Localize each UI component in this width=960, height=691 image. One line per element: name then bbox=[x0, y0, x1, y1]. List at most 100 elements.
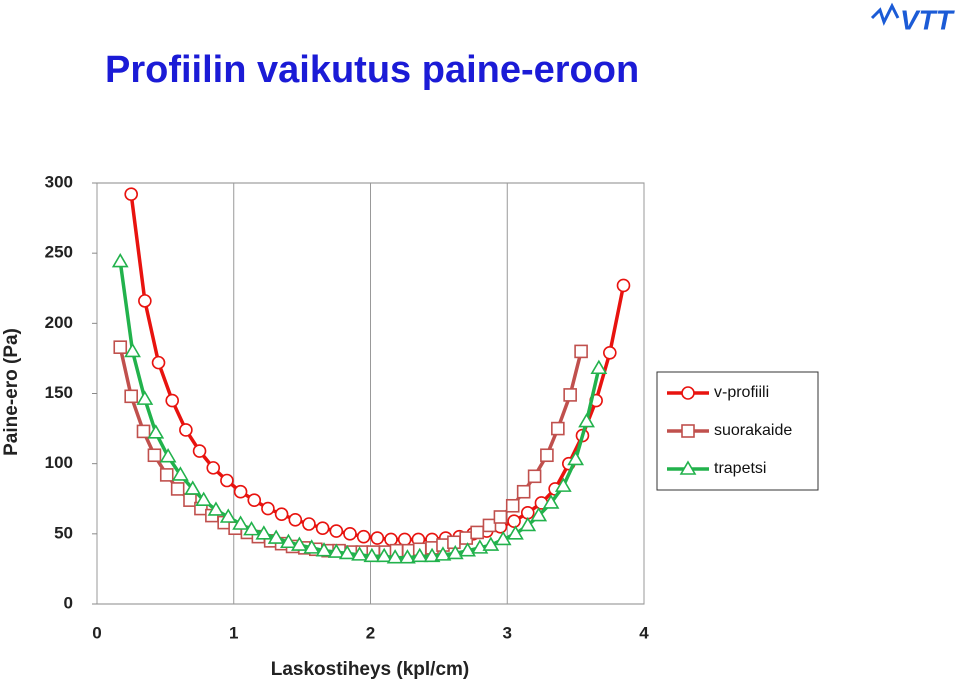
marker bbox=[255, 525, 273, 540]
marker bbox=[274, 507, 289, 521]
marker bbox=[207, 501, 225, 516]
marker bbox=[303, 539, 321, 554]
y-tick-label: 200 bbox=[45, 313, 73, 332]
marker bbox=[356, 529, 371, 544]
series bbox=[111, 252, 608, 564]
marker bbox=[681, 424, 695, 438]
legend: v-profiili suorakaide trapetsi bbox=[656, 371, 819, 491]
marker bbox=[124, 342, 141, 358]
logo-wave bbox=[870, 2, 900, 26]
marker bbox=[136, 390, 154, 405]
marker bbox=[147, 448, 162, 463]
marker bbox=[315, 521, 330, 536]
logo: VTT bbox=[870, 2, 956, 35]
marker bbox=[482, 536, 500, 551]
marker bbox=[159, 448, 177, 463]
marker bbox=[343, 527, 357, 541]
marker bbox=[327, 543, 345, 558]
marker bbox=[603, 346, 617, 360]
marker bbox=[159, 468, 174, 482]
marker bbox=[170, 482, 185, 496]
x-tick-label: 1 bbox=[229, 623, 238, 642]
marker bbox=[370, 531, 385, 545]
legend-label: trapetsi bbox=[714, 460, 766, 477]
marker bbox=[507, 525, 524, 540]
marker bbox=[220, 473, 234, 488]
x-tick-label: 4 bbox=[639, 623, 649, 642]
marker bbox=[302, 517, 316, 531]
marker bbox=[399, 549, 416, 564]
marker bbox=[411, 547, 429, 563]
marker bbox=[206, 461, 221, 475]
y-tick-label: 300 bbox=[45, 172, 73, 191]
marker bbox=[542, 494, 560, 509]
marker bbox=[551, 421, 565, 436]
marker bbox=[530, 507, 548, 522]
marker bbox=[136, 424, 151, 439]
marker bbox=[290, 536, 308, 551]
marker bbox=[386, 549, 404, 564]
marker bbox=[195, 491, 213, 506]
y-tick-label: 150 bbox=[45, 383, 73, 402]
marker bbox=[261, 501, 275, 516]
y-axis-label: Paine-ero (Pa) bbox=[1, 328, 22, 456]
marker bbox=[151, 355, 166, 370]
marker bbox=[124, 389, 138, 404]
y-tick-label: 250 bbox=[45, 243, 73, 262]
y-tick-label: 100 bbox=[45, 453, 73, 472]
marker bbox=[563, 388, 577, 402]
marker bbox=[113, 340, 128, 354]
marker bbox=[527, 469, 542, 484]
marker bbox=[505, 498, 520, 513]
marker bbox=[219, 508, 237, 523]
marker bbox=[184, 480, 202, 495]
marker bbox=[179, 423, 193, 437]
marker bbox=[363, 547, 381, 563]
marker bbox=[567, 450, 585, 466]
marker bbox=[172, 466, 189, 481]
marker bbox=[423, 547, 441, 563]
marker bbox=[447, 535, 461, 550]
marker bbox=[288, 512, 303, 527]
legend-label: v-profiili bbox=[714, 384, 769, 401]
marker bbox=[470, 525, 484, 540]
marker bbox=[494, 530, 512, 546]
marker bbox=[351, 546, 368, 561]
x-tick-label: 3 bbox=[503, 623, 512, 642]
legend-label: suorakaide bbox=[714, 422, 792, 439]
marker bbox=[280, 533, 297, 549]
x-axis-label: Laskostiheys (kpl/cm) bbox=[271, 659, 470, 680]
marker bbox=[679, 460, 697, 475]
marker bbox=[493, 510, 508, 524]
marker bbox=[574, 344, 588, 359]
marker bbox=[138, 294, 152, 308]
marker bbox=[192, 444, 207, 458]
marker bbox=[384, 532, 398, 547]
marker bbox=[315, 542, 333, 557]
marker bbox=[338, 544, 356, 560]
marker bbox=[165, 393, 180, 408]
marker bbox=[247, 493, 262, 507]
marker bbox=[434, 546, 452, 561]
logo-text: VTT bbox=[900, 4, 956, 35]
marker bbox=[446, 544, 464, 560]
x-tick-label: 0 bbox=[92, 623, 101, 642]
slide-title: Profiilin vaikutus paine-eroon bbox=[105, 49, 639, 91]
y-tick-label: 0 bbox=[64, 593, 73, 612]
marker bbox=[516, 484, 531, 499]
marker bbox=[519, 516, 537, 532]
marker bbox=[681, 386, 695, 400]
y-tick-label: 50 bbox=[54, 523, 73, 542]
marker bbox=[375, 547, 393, 563]
marker bbox=[482, 518, 497, 533]
marker bbox=[233, 484, 248, 499]
marker bbox=[616, 278, 631, 293]
marker bbox=[397, 532, 412, 547]
marker bbox=[147, 424, 165, 439]
marker bbox=[554, 477, 572, 492]
marker bbox=[459, 542, 476, 557]
marker bbox=[578, 412, 595, 428]
marker bbox=[111, 252, 129, 268]
